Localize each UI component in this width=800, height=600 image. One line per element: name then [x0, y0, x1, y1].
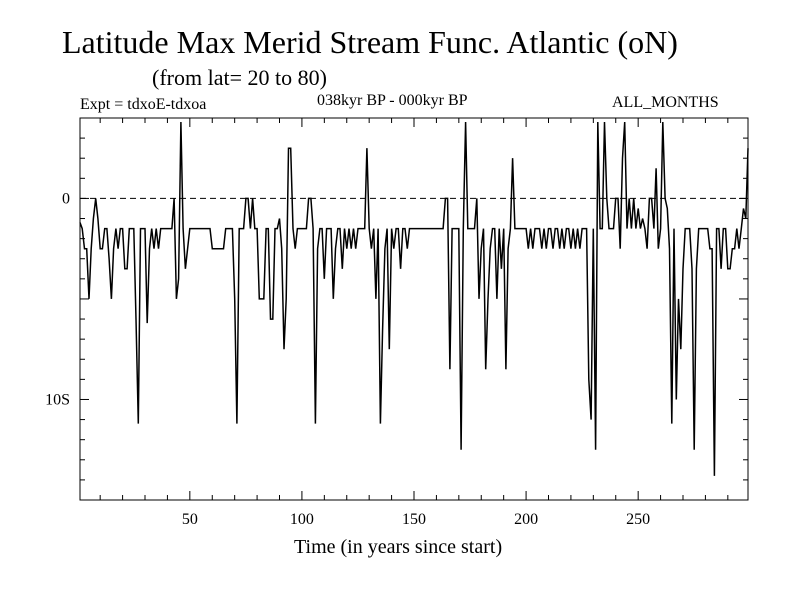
- y-tick-label: 0: [62, 190, 70, 207]
- x-axis-label: Time (in years since start): [294, 536, 503, 558]
- x-tick-label: 100: [290, 511, 314, 528]
- x-tick-label: 150: [402, 511, 426, 528]
- x-tick-label: 200: [514, 511, 538, 528]
- axis-tick-labels: 50 100 150 200 250 0 10S: [45, 190, 650, 528]
- x-tick-label: 50: [182, 511, 198, 528]
- experiment-label: Expt = tdxoE-tdxoa: [80, 96, 207, 113]
- period-label: 038kyr BP - 000kyr BP: [317, 92, 468, 109]
- months-label: ALL_MONTHS: [612, 94, 719, 111]
- chart-subtitle: (from lat= 20 to 80): [152, 65, 327, 90]
- x-tick-label: 250: [626, 511, 650, 528]
- axis-ticks: [80, 117, 748, 501]
- series-line: [79, 121, 749, 476]
- y-tick-label: 10S: [45, 391, 70, 408]
- chart-title: Latitude Max Merid Stream Func. Atlantic…: [62, 24, 678, 60]
